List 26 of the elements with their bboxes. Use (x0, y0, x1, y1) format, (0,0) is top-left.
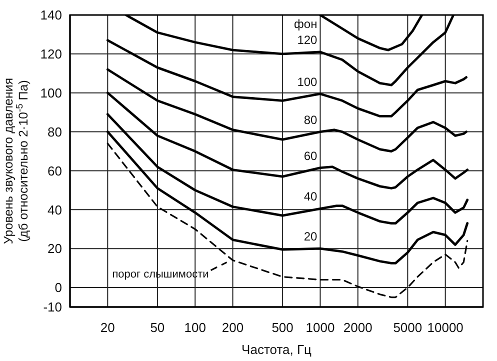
series-label: 120 (297, 32, 318, 47)
y-tick-label: 140 (40, 8, 62, 23)
y-tick-label: 100 (40, 85, 62, 100)
x-tick-label: 50 (150, 320, 165, 336)
x-tick-label: 100 (184, 320, 206, 336)
y-tick-label: 120 (40, 46, 62, 62)
y-tick-label: 80 (48, 124, 62, 140)
y-tick-label: 20 (48, 241, 62, 256)
y-tick-label: 60 (48, 163, 62, 178)
series-label: 60 (304, 148, 318, 163)
x-tick-label: 10000 (427, 320, 464, 336)
legend-title: фон (294, 16, 318, 31)
series-label: 100 (297, 74, 318, 89)
y-tick-label: 40 (48, 202, 62, 218)
x-tick-label: 1000 (306, 320, 335, 336)
x-tick-label: 20 (100, 320, 115, 336)
y-tick-label: -10 (43, 300, 62, 315)
x-tick-label: 200 (222, 320, 244, 336)
series-label: 20 (304, 230, 318, 244)
x-tick-label: 500 (272, 320, 294, 336)
series-label: 40 (304, 190, 318, 204)
series-label: 80 (304, 112, 318, 127)
x-tick-label: 5000 (393, 320, 422, 336)
y-tick-label: 0 (54, 280, 62, 296)
x-axis-title: Частота, Гц (242, 342, 312, 357)
x-tick-label: 2000 (343, 320, 372, 336)
